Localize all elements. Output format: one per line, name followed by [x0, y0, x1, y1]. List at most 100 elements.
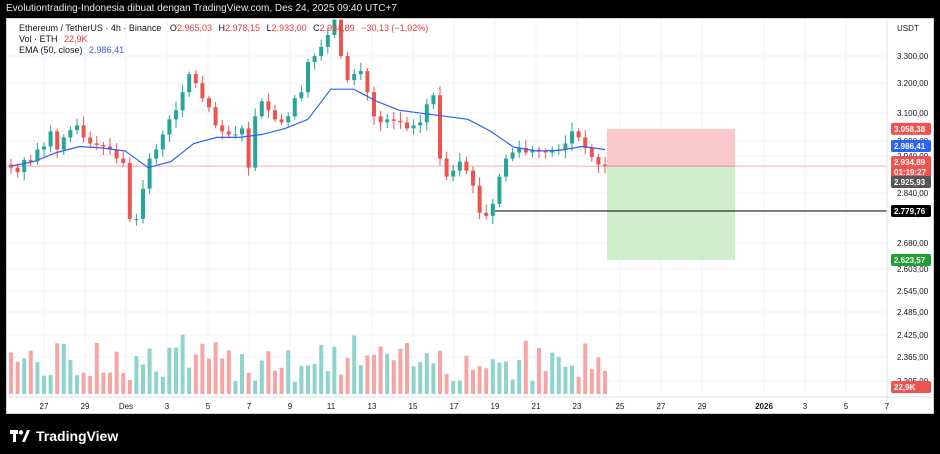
volume-bar — [596, 357, 601, 394]
volume-bar — [127, 380, 132, 394]
footer — [0, 414, 940, 454]
candle-body — [431, 95, 436, 105]
badge-volume-bg — [891, 381, 931, 393]
candle-body — [200, 83, 205, 99]
candle-body — [147, 158, 152, 189]
volume-bar — [471, 369, 475, 394]
price-tick-label: 2.365,00 — [897, 353, 929, 362]
volume-bar — [451, 381, 456, 394]
volume-bar — [391, 360, 396, 394]
volume-bar — [589, 369, 594, 394]
volume-bar — [22, 358, 27, 394]
candle-body — [358, 71, 363, 75]
candle-body — [240, 128, 244, 135]
candle-body — [61, 137, 66, 150]
candle-body — [596, 157, 601, 165]
volume-bar — [345, 357, 350, 394]
volume-bar — [411, 366, 416, 394]
badge-ema: 2.986,41 — [894, 142, 926, 151]
candle-body — [81, 125, 86, 138]
ohlc-high-label: H — [218, 23, 226, 33]
price-tick-label: 2.603,00 — [897, 265, 929, 274]
time-tick-label: 27 — [40, 402, 49, 411]
ohlc-change: −30,13 (−1,02%) — [361, 23, 429, 33]
badge-last: 2.934,89 — [894, 158, 926, 167]
candle-body — [121, 158, 126, 164]
candle-body — [537, 149, 541, 152]
candle-body — [570, 131, 574, 144]
candle-body — [246, 128, 251, 168]
volume-bar — [570, 365, 574, 394]
candle-body — [220, 125, 225, 132]
volume-bar — [273, 370, 277, 394]
volume-bar — [603, 370, 607, 394]
badge-open: 2.925,93 — [894, 178, 926, 187]
candle-body — [391, 119, 396, 121]
grid — [7, 19, 888, 394]
caption-bar: Evolutiontrading-Indonesia dibuat dengan… — [0, 0, 940, 18]
volume-bar — [438, 350, 442, 394]
volume-bar — [418, 361, 423, 394]
candle-body — [187, 74, 192, 93]
volume-bar — [550, 352, 555, 394]
volume-bar — [477, 366, 482, 394]
candle-body — [42, 146, 46, 150]
time-tick-label: 21 — [532, 402, 541, 411]
candle-body — [405, 122, 409, 129]
volume-bar — [220, 358, 225, 394]
price-tick-label: 2.680,00 — [897, 239, 929, 248]
volume-bar — [88, 375, 93, 394]
badge-open-bg — [891, 176, 931, 188]
volume-bar — [543, 370, 548, 394]
volume-bar — [213, 342, 218, 394]
volume-bar — [517, 359, 522, 394]
time-tick-label: 23 — [573, 402, 582, 411]
candle-body — [207, 98, 211, 108]
volume-bar — [385, 353, 390, 394]
badge-countdown: 01:19:27 — [894, 168, 927, 177]
candle-body — [550, 151, 555, 153]
volume-bar — [504, 361, 508, 394]
volume-bar — [556, 356, 561, 394]
candle-body — [464, 161, 469, 171]
volume-bar — [279, 367, 284, 394]
volume-bar — [325, 371, 330, 394]
candle-body — [345, 56, 350, 81]
time-tick-label: 29 — [698, 402, 707, 411]
candle-body — [226, 131, 231, 135]
volume-bar — [154, 371, 159, 394]
time-tick-label: 13 — [368, 402, 377, 411]
volume-bar — [398, 348, 403, 394]
candle-body — [94, 143, 99, 145]
volume-bar — [358, 365, 363, 394]
volume-bar — [523, 340, 528, 394]
badge-volume: 22,9K — [894, 383, 916, 392]
candle-body — [411, 125, 416, 129]
candle-body — [266, 101, 271, 111]
ema50-path — [10, 88, 606, 169]
candle-body — [127, 163, 132, 219]
candle-body — [233, 134, 238, 136]
volume-bar — [207, 358, 211, 394]
candle-body — [35, 149, 40, 162]
candle-body — [563, 143, 568, 150]
candle-body — [332, 19, 337, 35]
volume-bar — [352, 335, 357, 394]
candle-body — [471, 170, 475, 186]
chart-frame[interactable]: USDT3.300,003.200,003.100,003.000,002.94… — [6, 18, 934, 414]
volume-bar — [365, 355, 370, 394]
time-tick-label: 7 — [885, 402, 890, 411]
volume-bar — [424, 353, 429, 394]
volume-bar — [253, 380, 258, 394]
badge-target: 2.623,57 — [894, 256, 926, 265]
volume-bar — [68, 359, 73, 394]
candle-body — [154, 149, 159, 159]
time-axis: 27 29 Des 3 5 7 9 11 13 15 17 19 21 23 25 27 29 2026 3 5 7 — [7, 396, 933, 411]
tradingview-logo[interactable]: TradingView — [10, 428, 118, 444]
badge-stop: 3.058,38 — [894, 125, 926, 134]
volume-bar — [312, 363, 317, 394]
volume-bar — [332, 346, 337, 394]
ema-line — [10, 88, 606, 169]
legend-line-3: EMA (50, close) 2.986,41 — [19, 45, 124, 55]
chart-svg[interactable]: USDT3.300,003.200,003.100,003.000,002.94… — [7, 19, 933, 413]
